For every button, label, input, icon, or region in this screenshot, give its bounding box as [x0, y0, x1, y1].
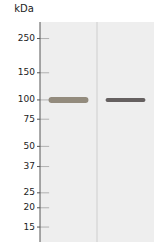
- y-tick-label: 37: [24, 161, 35, 171]
- y-tick-label: 100: [18, 94, 35, 104]
- y-tick-label: 50: [24, 141, 36, 151]
- band: [106, 98, 146, 102]
- band: [49, 97, 89, 103]
- y-tick-label: 20: [24, 202, 36, 212]
- y-tick-label: 150: [18, 67, 35, 77]
- lane-divider: [97, 22, 98, 242]
- marker-line: [40, 119, 49, 120]
- marker-line: [40, 146, 49, 147]
- y-tick-label: 75: [24, 114, 35, 124]
- marker-line: [40, 72, 49, 73]
- y-axis-label: kDa: [14, 3, 34, 14]
- y-tick-label: 250: [18, 33, 35, 43]
- bands: [49, 22, 146, 242]
- marker-line: [40, 38, 49, 39]
- y-tick-label: 25: [24, 187, 35, 197]
- marker-line: [40, 207, 49, 208]
- chart: 250 150 100 75 50 37 25 20 15 kDa: [0, 0, 160, 250]
- y-tick-label: 15: [24, 222, 35, 232]
- y-axis: [40, 22, 41, 242]
- marker-line: [40, 166, 49, 167]
- plot-area: [40, 22, 154, 242]
- marker-line: [40, 192, 49, 193]
- marker-line: [40, 99, 49, 100]
- marker-line: [40, 227, 49, 228]
